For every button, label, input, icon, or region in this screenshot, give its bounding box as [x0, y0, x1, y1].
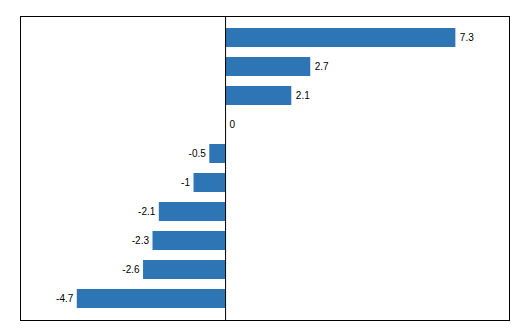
- svg-text:2.1: 2.1: [296, 90, 310, 101]
- svg-text:2.7: 2.7: [315, 61, 329, 72]
- svg-text:-2.6: -2.6: [122, 264, 140, 275]
- svg-text:0: 0: [230, 119, 236, 130]
- svg-text:-0.5: -0.5: [189, 148, 207, 159]
- svg-text:-2.1: -2.1: [138, 206, 156, 217]
- svg-text:-4.7: -4.7: [56, 293, 74, 304]
- svg-text:-2.3: -2.3: [132, 235, 150, 246]
- svg-text:-1: -1: [181, 177, 190, 188]
- svg-text:7.3: 7.3: [460, 32, 474, 43]
